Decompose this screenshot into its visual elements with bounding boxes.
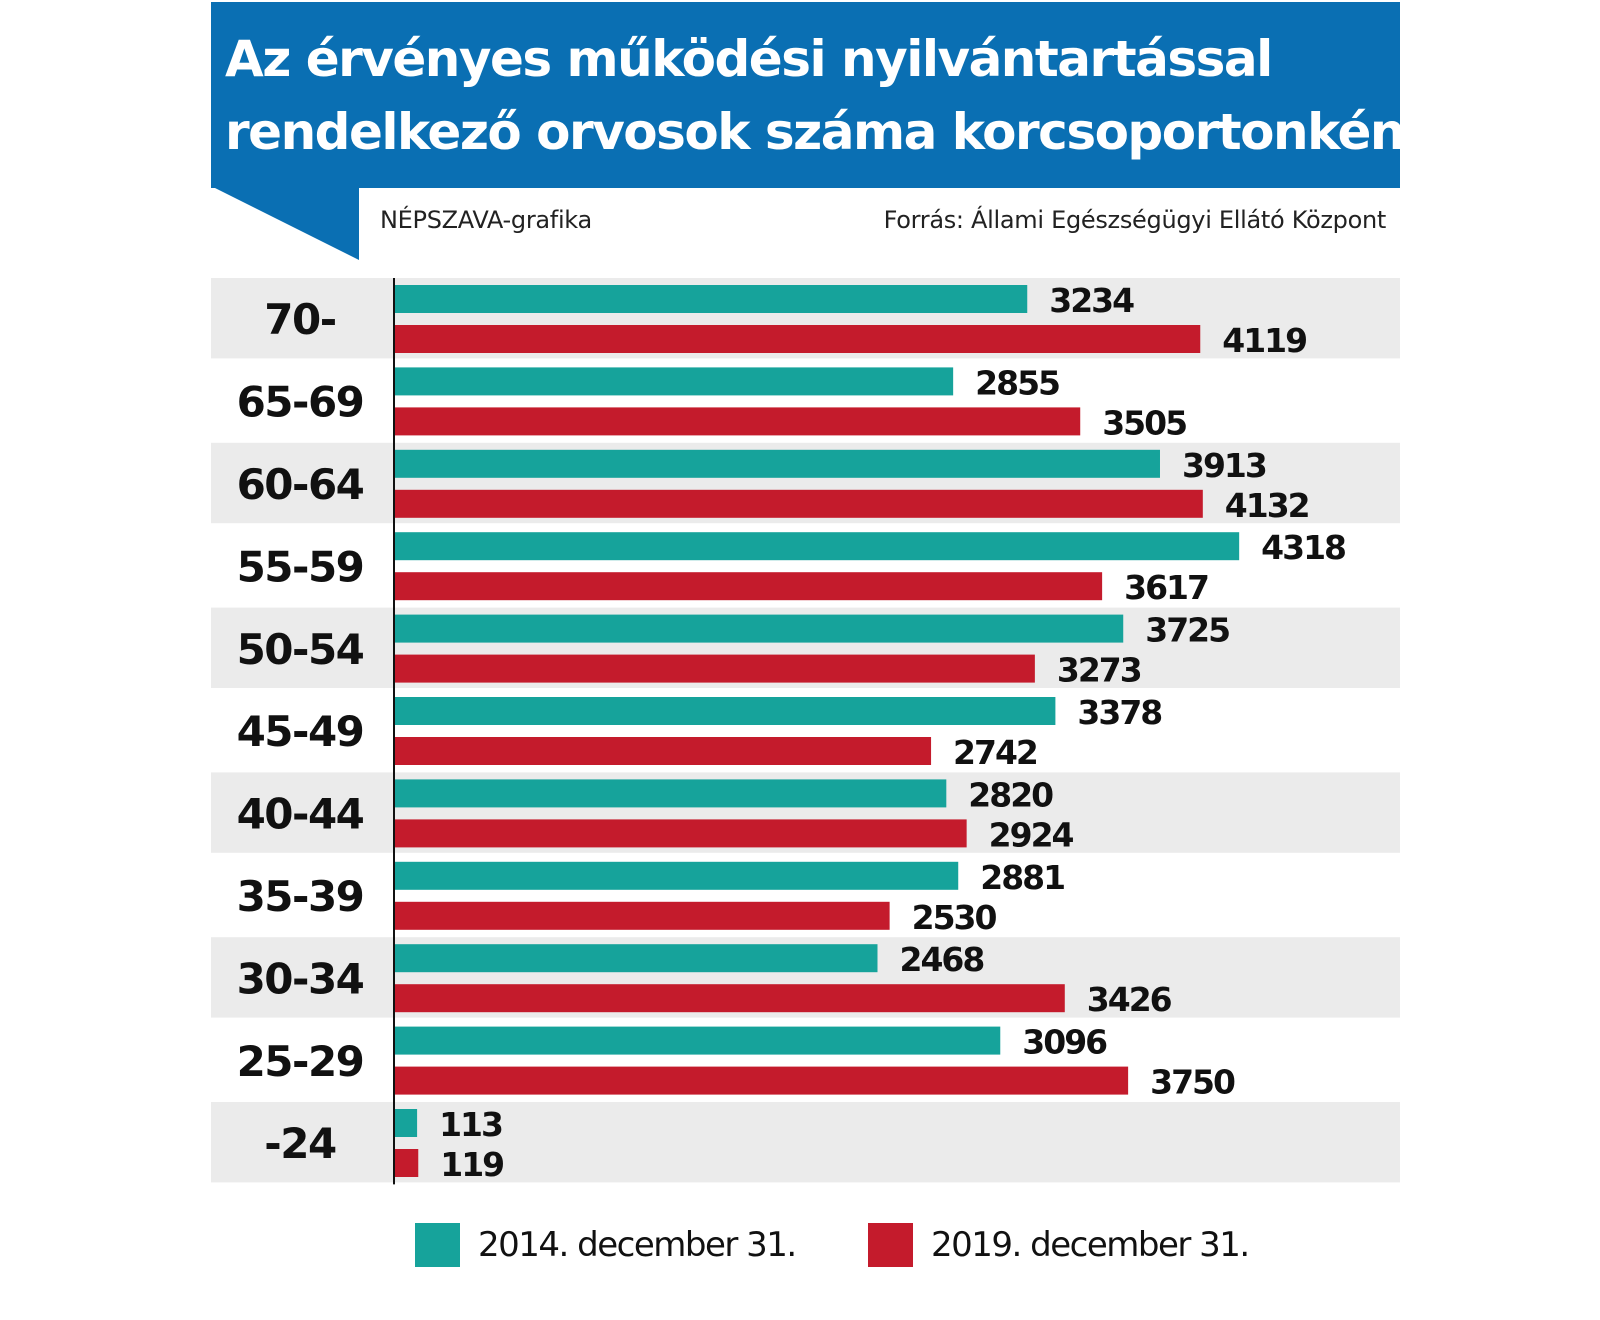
data-label: 2742 (953, 733, 1037, 772)
bar-2014 (395, 779, 947, 808)
bar-2014 (395, 861, 959, 890)
bar-2014 (395, 1109, 418, 1137)
legend-label-2019: 2019. december 31. (931, 1225, 1250, 1265)
bar-2014 (395, 367, 954, 396)
data-label: 4119 (1222, 321, 1306, 360)
data-label: 3617 (1124, 568, 1208, 607)
bar-2019 (395, 325, 1201, 353)
bar-2019 (395, 1066, 1129, 1095)
category-label: 60-64 (237, 460, 364, 509)
category-label: 65-69 (237, 378, 364, 427)
legend-swatch-2019 (868, 1223, 913, 1267)
title-banner: Az érvényes működési nyilvántartással re… (211, 2, 1428, 188)
data-label: 2924 (989, 815, 1074, 854)
data-label: 2881 (980, 858, 1064, 897)
bar-2019 (395, 489, 1203, 518)
bar-2019 (395, 737, 932, 765)
bar-2019 (395, 819, 967, 848)
chart-title-line-2: rendelkező orvosok száma korcsoportonkén… (225, 103, 1428, 161)
bar-2014 (395, 697, 1056, 725)
data-label: 3725 (1145, 611, 1229, 650)
data-label: 4318 (1261, 528, 1345, 567)
data-label: 3096 (1022, 1023, 1107, 1062)
legend-swatch-2014 (415, 1223, 460, 1267)
title-banner-tail (211, 186, 359, 260)
data-label: 113 (439, 1105, 502, 1144)
bar-2014 (395, 532, 1240, 561)
data-label: 2820 (968, 775, 1053, 814)
data-label: 2855 (975, 363, 1059, 402)
bar-2014 (395, 285, 1028, 313)
graphic-credit: NÉPSZAVA-grafika (380, 206, 592, 234)
bar-2019 (395, 654, 1035, 683)
bar-2019 (395, 407, 1081, 436)
legend-label-2014: 2014. december 31. (478, 1225, 797, 1265)
chart-title-line-1: Az érvényes működési nyilvántartással (225, 30, 1273, 88)
bar-2019 (395, 901, 890, 930)
category-label: 25-29 (237, 1037, 364, 1086)
category-label: 35-39 (237, 872, 364, 921)
category-label: 55-59 (237, 542, 364, 591)
data-label: 3273 (1057, 651, 1141, 690)
data-label: 119 (440, 1145, 503, 1184)
data-label: 3234 (1049, 281, 1134, 320)
category-label: 45-49 (237, 707, 364, 756)
bar-2019 (395, 572, 1103, 601)
legend-item-2014: 2014. december 31. (415, 1223, 797, 1267)
data-label: 2468 (899, 940, 983, 979)
bar-2019 (395, 984, 1065, 1013)
bar-2014 (395, 1026, 1001, 1055)
data-label: 2530 (912, 898, 997, 937)
category-label: 70- (264, 295, 335, 344)
data-label: 3913 (1182, 446, 1266, 485)
category-label: -24 (264, 1119, 336, 1168)
bar-2014 (395, 944, 878, 973)
data-label: 3750 (1150, 1063, 1235, 1102)
bar-2014 (395, 614, 1124, 643)
data-label: 3426 (1087, 980, 1172, 1019)
data-label: 3505 (1102, 403, 1186, 442)
category-label: 30-34 (237, 954, 364, 1003)
data-label: 4132 (1225, 486, 1309, 525)
category-label: 40-44 (237, 790, 364, 839)
bar-2014 (395, 449, 1160, 478)
row-band (211, 1102, 1400, 1183)
data-label: 3378 (1077, 693, 1161, 732)
bar-2019 (395, 1149, 419, 1177)
category-label: 50-54 (237, 625, 364, 674)
source-note: Forrás: Állami Egészségügyi Ellátó Közpo… (883, 206, 1387, 234)
legend-item-2019: 2019. december 31. (868, 1223, 1250, 1267)
